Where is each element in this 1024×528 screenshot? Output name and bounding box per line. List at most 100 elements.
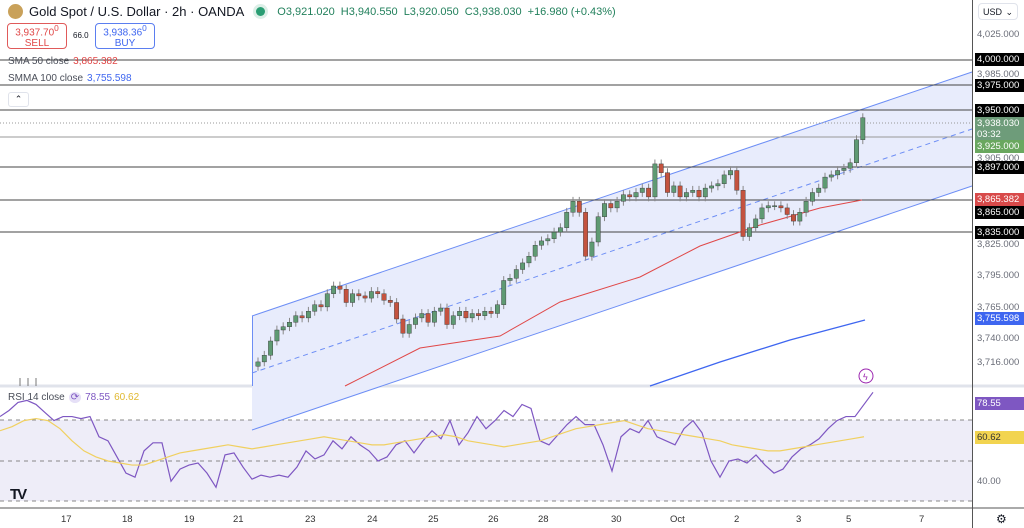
rsi-ma-value: 60.62	[114, 392, 140, 403]
candle-body	[665, 172, 670, 193]
price-level-label: 3,897.000	[975, 161, 1024, 174]
rsi-ma-line	[0, 417, 865, 466]
buy-label: BUY	[114, 38, 136, 50]
candle-body	[822, 176, 828, 189]
time-label: 17	[61, 514, 72, 525]
collapse-legend-button[interactable]: ⌃	[8, 92, 29, 107]
tradingview-logo: TV	[10, 486, 27, 503]
candle-body	[513, 269, 519, 279]
candle-body	[400, 318, 406, 334]
time-label: 26	[488, 514, 499, 525]
candle-body	[438, 307, 444, 312]
candle-body	[658, 163, 664, 173]
candle-body	[765, 205, 771, 209]
candle-body	[671, 185, 677, 193]
candle-body	[425, 313, 431, 323]
currency-select[interactable]: USD ⌄	[978, 3, 1018, 20]
candle-body	[306, 311, 311, 319]
currency-label: USD	[983, 7, 1003, 17]
time-label: 3	[796, 514, 802, 525]
sell-button[interactable]: 3,937.700 SELL	[7, 23, 67, 49]
price-level-label: 3,975.000	[975, 79, 1024, 92]
rsi-legend[interactable]: RSI 14 close ⟳ 78.55 60.62	[8, 392, 139, 403]
candle-body	[299, 315, 305, 319]
lightning-glyph: ϟ	[863, 372, 868, 382]
candle-body	[576, 201, 582, 213]
candle-body	[387, 300, 393, 303]
candle-body	[463, 311, 469, 319]
smma-price-label: 3,755.598	[975, 312, 1024, 325]
gold-logo-icon	[8, 4, 23, 19]
candle-body	[394, 302, 399, 320]
sma-price-label: 3,865.382	[975, 193, 1024, 206]
rsi-value-label: 78.55	[975, 397, 1024, 410]
candle-body	[583, 212, 589, 257]
candle-body	[633, 192, 639, 198]
time-label: Oct	[670, 514, 685, 525]
candle-body	[816, 187, 822, 193]
candle-body	[696, 190, 702, 198]
candle-body	[639, 187, 645, 193]
time-label: 7	[919, 514, 925, 525]
settings-gear-icon[interactable]: ⚙	[996, 512, 1007, 526]
spread: 66.0	[73, 31, 89, 40]
candle-body	[419, 313, 425, 319]
channel-left	[252, 316, 253, 386]
price-label: 3,825.000	[977, 239, 1020, 250]
candle-body	[318, 304, 324, 308]
candle-body	[551, 231, 557, 239]
time-label: 2	[734, 514, 740, 525]
candle-body	[507, 278, 513, 281]
sell-sup: 0	[54, 22, 59, 33]
candle-body	[791, 214, 796, 222]
time-label: 21	[233, 514, 244, 525]
candle-body	[312, 304, 318, 312]
refresh-icon[interactable]: ⟳	[68, 392, 82, 403]
buy-button[interactable]: 3,938.360 BUY	[95, 23, 155, 49]
smma-legend[interactable]: SMMA 100 close 3,755.598	[8, 73, 132, 84]
market-open-icon	[256, 7, 266, 16]
sell-price: 3,937.70	[15, 27, 55, 39]
candle-body	[803, 201, 809, 213]
candle-body	[690, 190, 696, 193]
candle-body	[614, 201, 620, 209]
channel-mid	[251, 128, 973, 374]
price-label: 3,716.000	[977, 357, 1020, 368]
candle-body	[627, 194, 633, 198]
candle-body	[684, 192, 689, 198]
price-label: 3,985.000	[977, 69, 1020, 80]
price-label: 3,905.000	[977, 153, 1020, 164]
channel-lower	[251, 185, 973, 431]
price-label: 3,765.000	[977, 302, 1020, 313]
time-label: 24	[367, 514, 378, 525]
candle-body	[280, 326, 286, 331]
price-label: 3,795.000	[977, 270, 1020, 281]
candle-body	[457, 311, 462, 316]
close-value: C3,938.030	[464, 5, 522, 18]
candle-body	[835, 170, 841, 176]
candle-body	[362, 295, 368, 299]
symbol-title[interactable]: Gold Spot / U.S. Dollar · 2h · OANDA	[29, 4, 245, 19]
price-label: 4,025.000	[977, 29, 1020, 40]
candle-body	[847, 162, 853, 169]
candle-body	[753, 218, 759, 228]
candle-body	[728, 170, 733, 176]
candle-body	[772, 205, 778, 207]
candle-body	[501, 280, 507, 305]
candle-body	[482, 311, 488, 316]
candle-body	[413, 317, 418, 325]
time-label: 19	[184, 514, 195, 525]
rsi-line	[0, 391, 874, 489]
buy-sup: 0	[142, 22, 147, 33]
candle-body	[337, 285, 343, 290]
channel-upper	[251, 71, 973, 317]
symbol-header: Gold Spot / U.S. Dollar · 2h · OANDA O3,…	[8, 4, 616, 19]
candle-body	[350, 293, 355, 303]
sma-legend[interactable]: SMA 50 close 3,865.382	[8, 56, 118, 67]
candle-body	[287, 322, 292, 327]
price-level-label: 3,865.000	[975, 206, 1024, 219]
candle-body	[608, 203, 614, 209]
candle-body	[343, 289, 349, 303]
candle-body	[558, 227, 563, 233]
